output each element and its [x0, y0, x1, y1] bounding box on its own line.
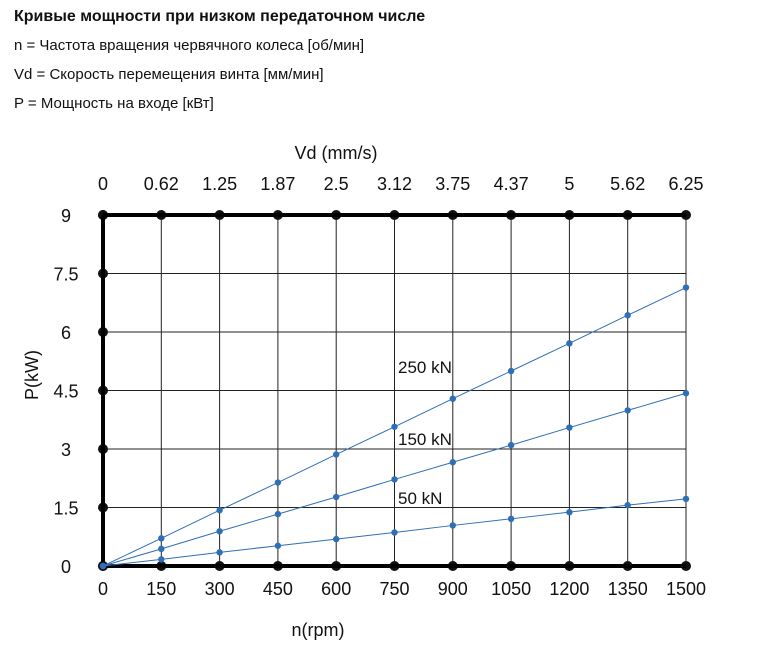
- legend-line-n: n = Частота вращения червячного колеса […: [14, 37, 365, 54]
- x2-tick-label: 1.87: [260, 174, 295, 194]
- data-point: [566, 424, 573, 431]
- data-point: [624, 312, 631, 319]
- x2-tick-label: 3.12: [377, 174, 412, 194]
- data-point: [216, 507, 223, 514]
- data-point: [449, 459, 456, 466]
- data-point: [449, 522, 456, 529]
- data-point: [274, 479, 282, 486]
- x-tick-label: 1350: [608, 579, 648, 599]
- data-point: [158, 535, 165, 542]
- y-tick-label: 0: [61, 557, 71, 577]
- x-tick-label: 1050: [491, 579, 531, 599]
- y-tick-label: 7.5: [53, 265, 78, 285]
- y-tick-label: 3: [61, 440, 71, 460]
- series-label: 150 kN: [398, 430, 452, 449]
- x2-tick-label: 5: [564, 174, 574, 194]
- x-tick-label: 900: [438, 579, 468, 599]
- data-point: [566, 340, 573, 347]
- data-point: [391, 529, 398, 536]
- data-point: [449, 395, 456, 402]
- y-tick-label: 1.5: [53, 499, 78, 519]
- x2-tick-label: 5.62: [610, 174, 645, 194]
- data-point: [99, 562, 107, 570]
- data-point: [274, 510, 282, 518]
- y-tick-label: 4.5: [53, 382, 78, 402]
- legend-line-vd: Vd = Скорость перемещения винта [мм/мин]: [14, 66, 324, 83]
- data-point: [274, 542, 282, 549]
- y-tick-label: 9: [61, 206, 71, 226]
- y-axis-title: P(kW): [22, 350, 42, 400]
- data-point: [507, 515, 515, 523]
- x2-tick-label: 3.75: [435, 174, 470, 194]
- x-tick-label: 750: [379, 579, 409, 599]
- x-tick-label: 0: [98, 579, 108, 599]
- data-point: [682, 495, 690, 503]
- data-point: [333, 493, 340, 501]
- x2-tick-label: 1.25: [202, 174, 237, 194]
- x-tick-label: 600: [321, 579, 351, 599]
- x-axis-title: n(rpm): [292, 620, 345, 640]
- x-tick-label: 1200: [549, 579, 589, 599]
- data-point: [391, 423, 398, 430]
- data-point: [391, 476, 398, 483]
- x2-tick-label: 0: [98, 174, 108, 194]
- data-point: [216, 528, 223, 535]
- data-point: [158, 556, 165, 563]
- data-point: [333, 535, 340, 543]
- y-tick-label: 6: [61, 323, 71, 343]
- data-point: [624, 501, 631, 509]
- legend-line-p: P = Мощность на входе [кВт]: [14, 95, 214, 112]
- data-point: [682, 390, 690, 397]
- data-point: [566, 508, 573, 516]
- data-point: [507, 441, 515, 449]
- series-label: 50 kN: [398, 489, 442, 508]
- data-point: [682, 284, 690, 291]
- series-label: 250 kN: [398, 358, 452, 377]
- x-tick-label: 450: [263, 579, 293, 599]
- x2-tick-label: 4.37: [494, 174, 529, 194]
- data-point: [507, 367, 515, 375]
- x2-axis-title: Vd (mm/s): [295, 143, 378, 163]
- x-tick-label: 1500: [666, 579, 706, 599]
- x-tick-label: 300: [205, 579, 235, 599]
- x2-tick-label: 6.25: [668, 174, 703, 194]
- data-point: [624, 407, 631, 414]
- x-tick-label: 150: [146, 579, 176, 599]
- chart-title: Кривые мощности при низком передаточном …: [14, 8, 426, 25]
- x2-tick-label: 2.5: [324, 174, 349, 194]
- data-point: [158, 545, 165, 553]
- x2-tick-label: 0.62: [144, 174, 179, 194]
- data-point: [333, 451, 340, 458]
- data-point: [216, 549, 223, 556]
